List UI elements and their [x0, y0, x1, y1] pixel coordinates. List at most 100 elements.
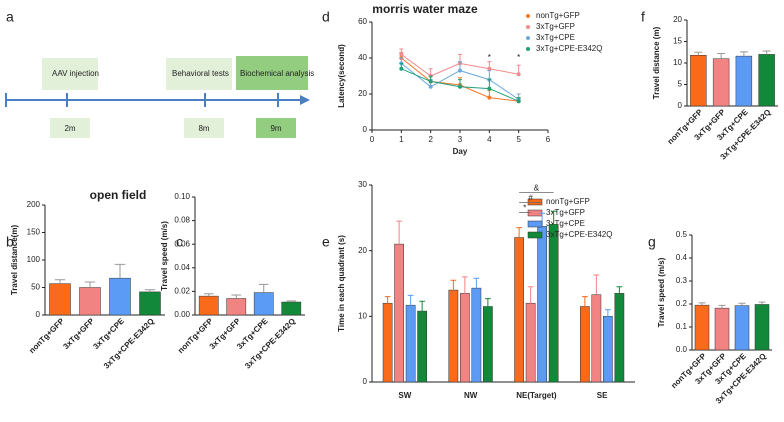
panel-letter: a	[6, 9, 14, 25]
y-tick-label: 100	[27, 255, 41, 264]
error-bar	[286, 300, 297, 303]
y-tick-label: 0.02	[174, 287, 190, 296]
y-axis-label: Travel speed (m/s)	[160, 221, 169, 291]
significance-mark: *	[523, 204, 526, 213]
y-tick-label: 0	[678, 101, 683, 110]
legend-label: 3xTg+CPE	[546, 219, 585, 228]
y-axis-label: Travel speed (m/s)	[657, 257, 666, 327]
bar	[514, 237, 524, 383]
significance-mark: #	[528, 194, 533, 203]
y-tick-label: 0.5	[676, 230, 688, 239]
error-bar	[758, 301, 766, 305]
x-tick-label: 0	[370, 135, 375, 144]
error-bar	[516, 227, 522, 238]
point	[516, 72, 521, 77]
event-label: Biochemical analysis	[240, 69, 314, 78]
legend-swatch	[527, 220, 543, 228]
point	[428, 79, 433, 84]
error-bar	[407, 294, 414, 306]
y-tick-label: 0.04	[174, 263, 190, 272]
y-tick-label: 0.10	[174, 192, 190, 201]
panel-letter: g	[648, 234, 656, 250]
bar	[580, 306, 590, 383]
error-bar	[616, 286, 623, 294]
y-tick-label: 10	[358, 311, 367, 320]
y-tick-label: 0.00	[174, 310, 190, 319]
y-tick-label: 150	[27, 228, 41, 237]
error-bar	[461, 276, 468, 294]
x-tick-label: 3	[458, 135, 463, 144]
bar	[548, 224, 559, 383]
y-axis-label: Time in each quadrant (s)	[337, 235, 346, 332]
legend-label: 3xTg+GFP	[546, 208, 585, 217]
event-box	[236, 56, 308, 90]
bar	[226, 298, 247, 316]
bar	[758, 54, 775, 107]
bar	[448, 289, 459, 383]
error-bar	[114, 263, 126, 279]
point	[516, 99, 521, 104]
y-tick-label: 60	[358, 17, 367, 26]
error-bar	[738, 302, 746, 306]
legend-marker	[526, 14, 530, 18]
error-bar	[473, 277, 480, 289]
significance-mark: *	[488, 53, 491, 62]
bar	[198, 295, 219, 316]
bar	[734, 305, 750, 351]
panel-letter: c	[176, 234, 183, 250]
legend-label: 3xTg+CPE-E342Q	[536, 44, 602, 53]
x-tick-label: nonTg+GFP	[27, 316, 66, 355]
y-tick-label: 40	[358, 53, 367, 62]
x-tick-label: 3xTg+CPE-E342Q	[243, 317, 297, 371]
y-tick-label: 5	[678, 80, 683, 89]
x-tick-label: 5	[516, 135, 521, 144]
chart-title: morris water maze	[372, 2, 478, 16]
panel-letter: b	[6, 234, 14, 250]
bar	[714, 307, 730, 351]
y-tick-label: 0.2	[676, 299, 688, 308]
y-axis-label: Travel distance(m)	[10, 225, 19, 296]
y-tick-label: 0.4	[676, 253, 688, 262]
timeline-panel: a AAV injection Behavioral tests Biochem…	[5, 9, 314, 138]
bar	[690, 55, 707, 107]
y-tick-label: 20	[673, 15, 682, 24]
bar	[471, 287, 482, 383]
error-bar	[581, 296, 588, 307]
legend-marker	[526, 25, 530, 29]
point	[487, 95, 492, 100]
error-bar	[550, 210, 557, 225]
bar	[394, 243, 404, 383]
error-bar	[694, 51, 703, 56]
y-tick-label: 30	[358, 180, 367, 189]
y-tick-label: 20	[358, 89, 367, 98]
point	[458, 84, 462, 89]
x-tick-label: SE	[597, 391, 608, 400]
x-tick-label: 4	[487, 135, 492, 144]
x-tick-label: 2	[428, 135, 433, 144]
y-axis-label: Travel distance (m)	[652, 26, 661, 99]
bar	[483, 306, 493, 383]
point	[458, 68, 462, 73]
event-box	[42, 58, 98, 90]
y-axis-label: Latency(second)	[337, 44, 346, 108]
error-bar	[605, 309, 611, 317]
point	[428, 84, 433, 89]
time-label: 2m	[64, 124, 75, 133]
legend-swatch	[527, 231, 543, 239]
y-tick-label: 0.3	[676, 276, 688, 285]
point	[399, 52, 404, 57]
y-tick-label: 10	[673, 58, 682, 67]
time-box	[184, 118, 224, 138]
error-bar	[717, 53, 726, 59]
legend-marker	[526, 47, 530, 51]
error-bar	[258, 283, 269, 293]
bar	[537, 226, 547, 383]
time-box	[50, 118, 90, 138]
point	[487, 86, 492, 91]
event-label: Behavioral tests	[172, 69, 229, 78]
time-label: 9m	[270, 124, 281, 133]
x-tick-label: nonTg+GFP	[176, 316, 215, 355]
bar	[735, 55, 753, 107]
bar	[591, 294, 602, 383]
